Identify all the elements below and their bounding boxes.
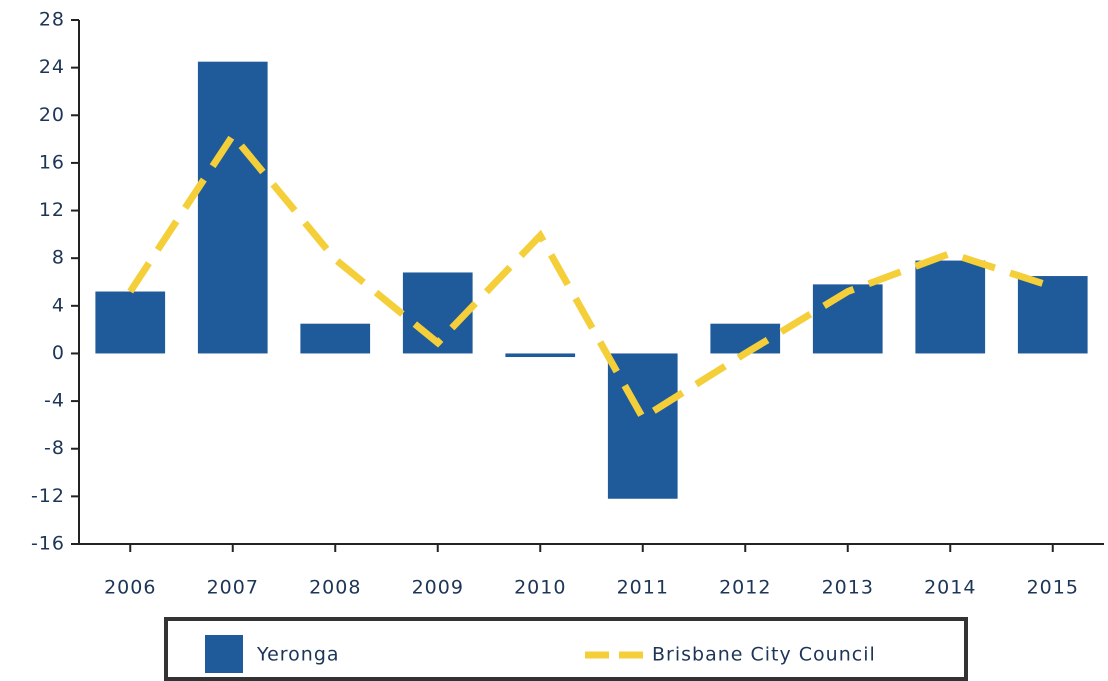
bar [915,260,986,354]
x-tick-label: 2015 [1027,577,1079,599]
y-tick-label: 20 [39,104,65,126]
x-tick-label: 2014 [924,577,976,599]
y-tick-label: 12 [39,199,65,221]
line-series [127,129,1054,423]
bar [300,323,371,354]
y-tick-label: 16 [39,151,65,173]
y-tick-label: -4 [44,390,65,412]
bar [95,291,166,354]
x-tick-label: 2009 [412,577,464,599]
y-tick-label: 8 [52,247,65,269]
legend-swatch [205,635,243,673]
bar [812,284,883,354]
x-tick-label: 2010 [514,577,566,599]
legend-label: Yeronga [256,644,340,666]
x-tick-label: 2007 [207,577,259,599]
y-tick-label: -16 [31,533,65,555]
y-tick-label: 28 [39,9,65,31]
bar [197,61,268,354]
bar [1017,276,1088,354]
y-tick-label: 24 [39,56,65,78]
bar [710,323,781,354]
legend-box [164,617,968,681]
x-tick-label: 2012 [719,577,771,599]
bar [607,353,678,499]
legend-label: Brisbane City Council [652,644,876,666]
y-tick-label: 4 [52,294,65,316]
x-tick-label: 2006 [104,577,156,599]
y-tick-label: 0 [52,342,65,364]
x-tick-label: 2008 [309,577,361,599]
bar [505,353,576,358]
x-tick-label: 2013 [822,577,874,599]
y-tick-label: -12 [31,485,65,507]
x-tick-label: 2011 [617,577,669,599]
y-tick-label: -8 [44,437,65,459]
